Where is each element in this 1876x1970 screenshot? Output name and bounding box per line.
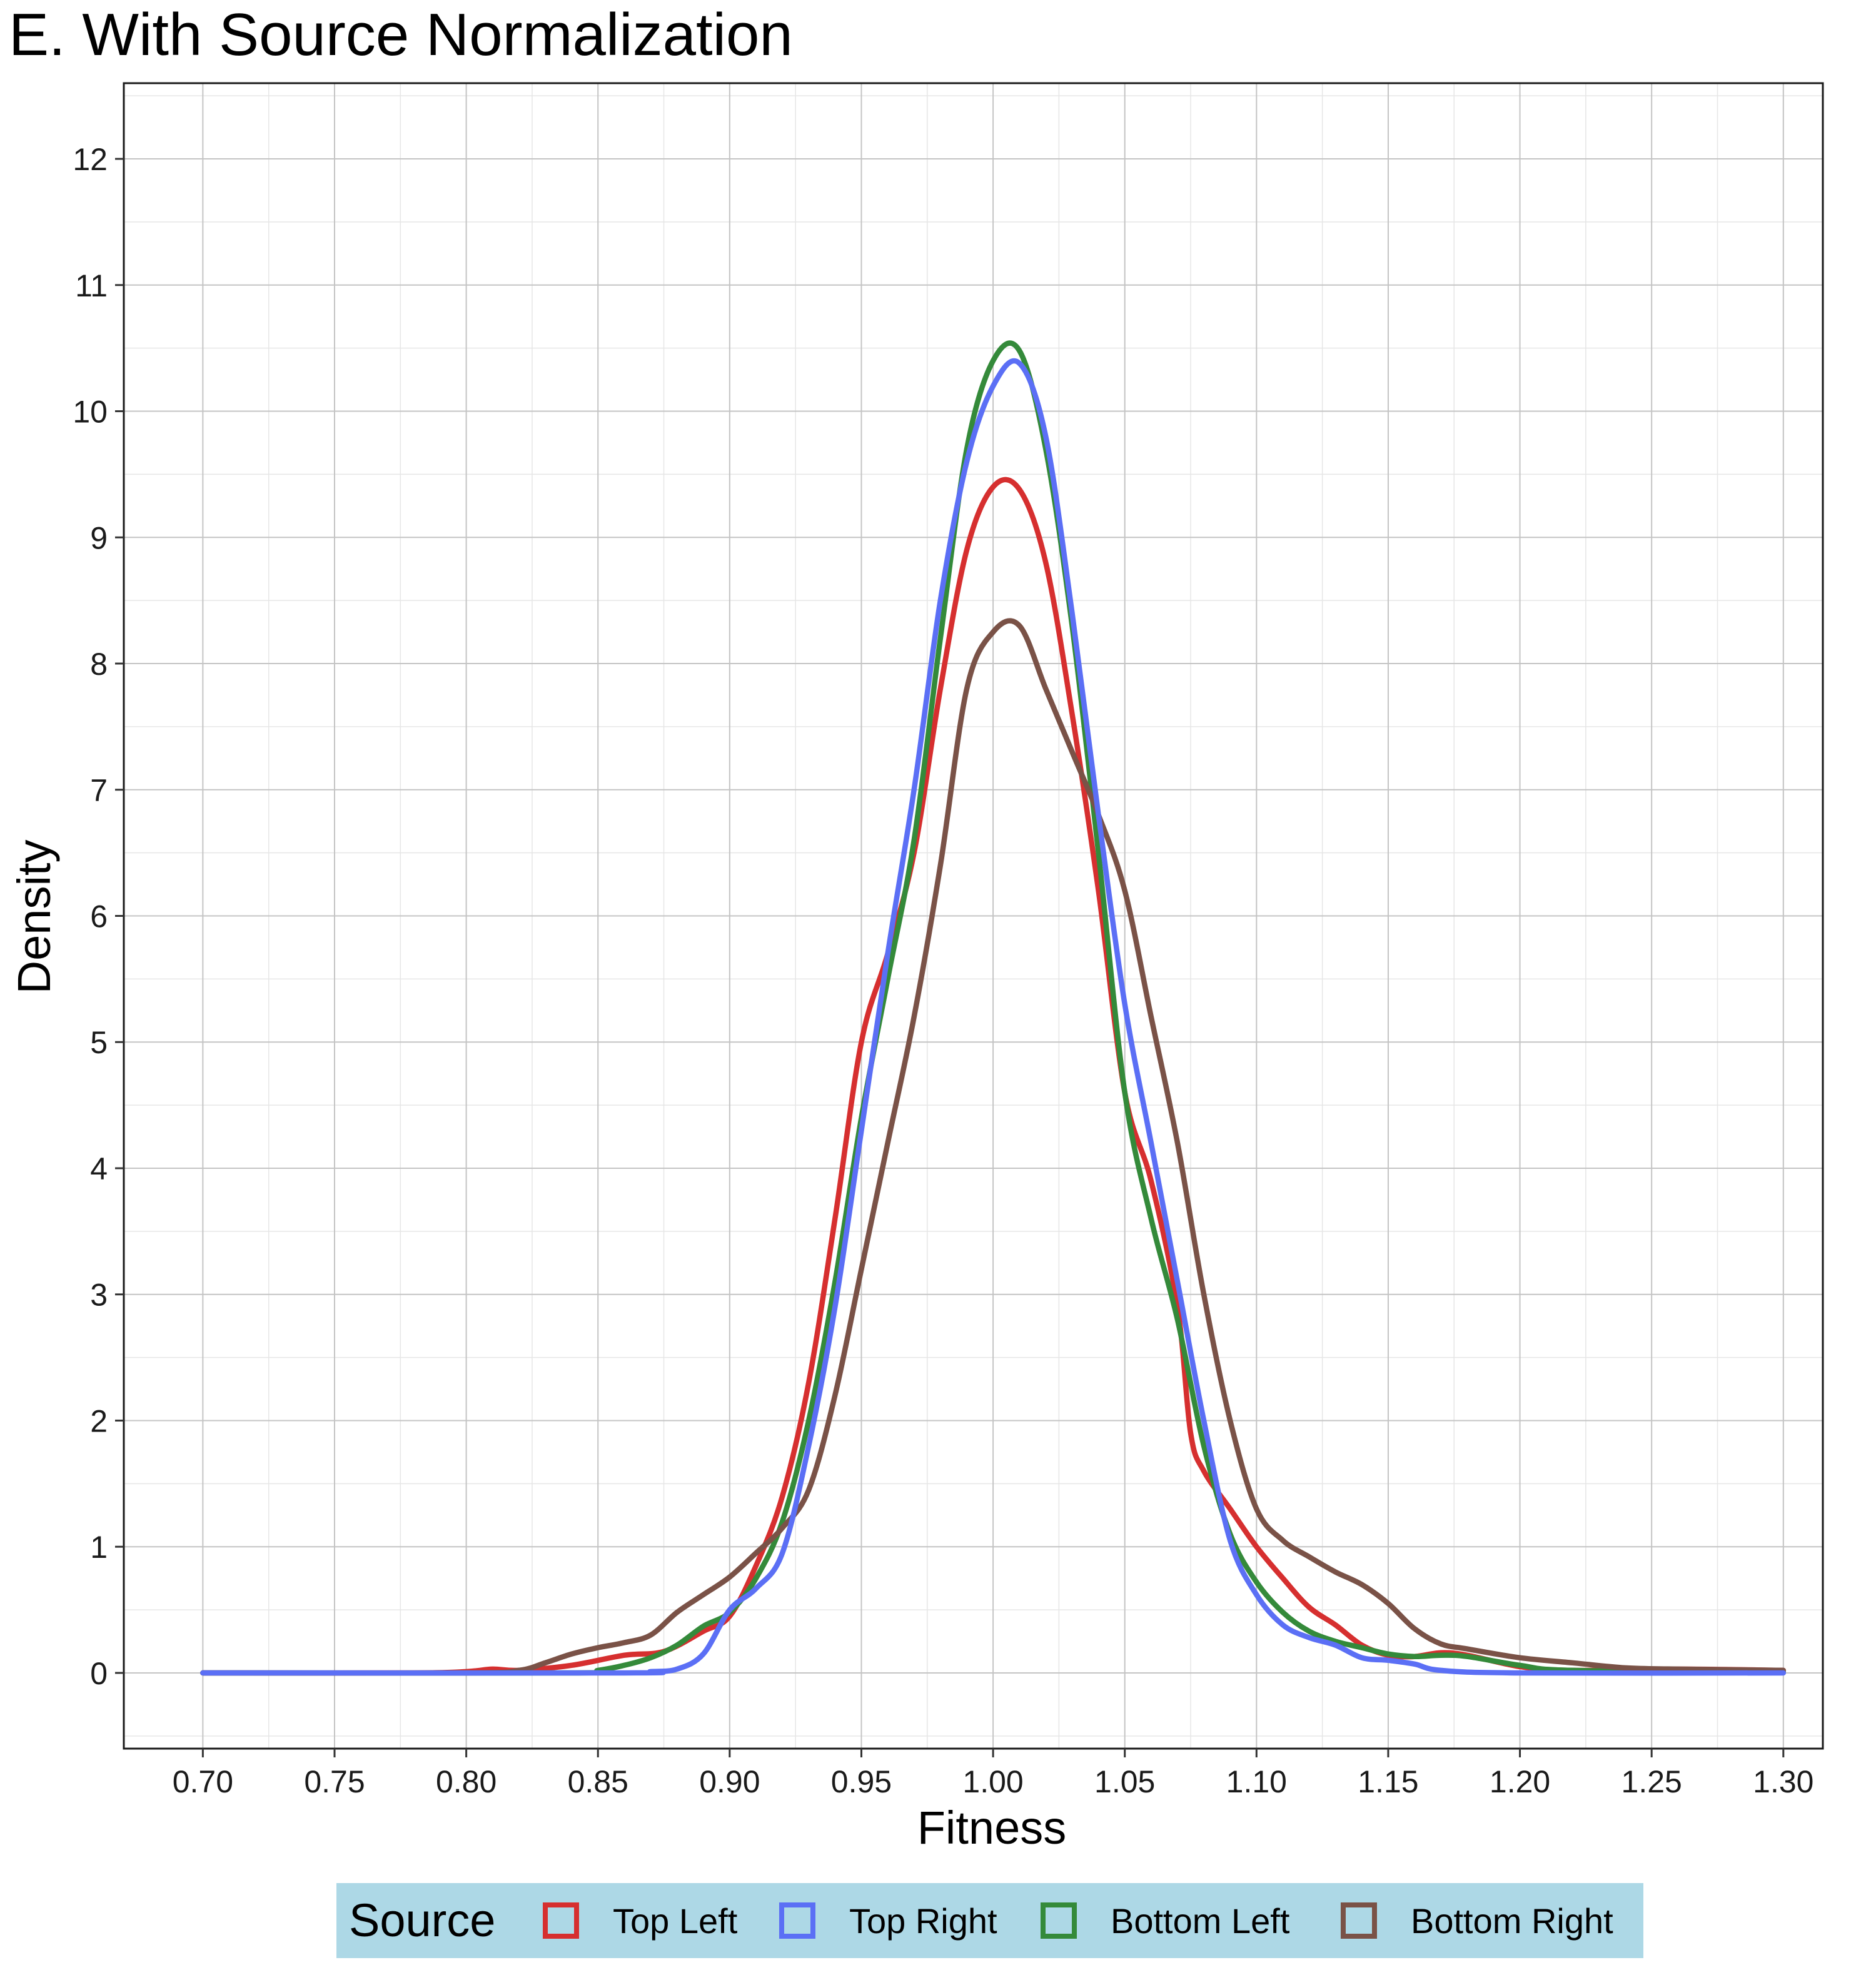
chart-title: E. With Source Normalization bbox=[9, 1, 793, 68]
y-tick-label: 10 bbox=[73, 395, 108, 430]
legend-label-bottom-right: Bottom Right bbox=[1411, 1901, 1613, 1941]
x-tick-label: 1.25 bbox=[1621, 1764, 1682, 1799]
y-tick-label: 4 bbox=[90, 1151, 108, 1186]
legend-label-top-right: Top Right bbox=[849, 1901, 997, 1941]
legend: Source Top Left Top Right Bottom Left Botto… bbox=[336, 1883, 1643, 1958]
grid bbox=[124, 83, 1823, 1749]
x-tick-label: 0.80 bbox=[436, 1764, 497, 1799]
series-line-top-right bbox=[200, 358, 1787, 1676]
legend-background bbox=[336, 1883, 1643, 1958]
legend-item-bottom-left: Bottom Left bbox=[1041, 1901, 1290, 1941]
y-tick-label: 3 bbox=[90, 1278, 108, 1313]
x-axis-label: Fitness bbox=[917, 1802, 1067, 1854]
legend-label-top-left: Top Left bbox=[613, 1901, 738, 1941]
y-tick-label: 7 bbox=[90, 773, 108, 808]
y-tick-label: 1 bbox=[90, 1530, 108, 1565]
legend-item-top-left: Top Left bbox=[543, 1901, 738, 1941]
legend-key-bottom-right bbox=[1341, 1902, 1377, 1939]
x-tick-label: 0.95 bbox=[831, 1764, 892, 1799]
density-curves bbox=[200, 340, 1787, 1676]
y-tick-label: 6 bbox=[90, 899, 108, 934]
x-tick-label: 0.85 bbox=[568, 1764, 628, 1799]
x-tick-label: 0.70 bbox=[173, 1764, 233, 1799]
legend-key-top-right bbox=[779, 1902, 815, 1939]
legend-key-top-left bbox=[543, 1902, 579, 1939]
legend-item-top-right: Top Right bbox=[779, 1901, 997, 1941]
x-tick-label: 1.30 bbox=[1753, 1764, 1813, 1799]
x-tick-label: 1.20 bbox=[1490, 1764, 1550, 1799]
y-tick-label: 5 bbox=[90, 1025, 108, 1060]
y-tick-label: 0 bbox=[90, 1656, 108, 1691]
y-tick-label: 9 bbox=[90, 520, 108, 555]
x-tick-label: 0.90 bbox=[699, 1764, 760, 1799]
legend-item-bottom-right: Bottom Right bbox=[1341, 1901, 1613, 1941]
axis-ticks: 0.70 0.75 0.80 0.85 0.90 0.95 1.00 1.05 1.10 1.15… bbox=[73, 142, 1813, 1799]
y-tick-label: 8 bbox=[90, 647, 108, 682]
y-axis-label: Density bbox=[8, 840, 60, 994]
x-tick-label: 1.15 bbox=[1358, 1764, 1418, 1799]
y-tick-label: 12 bbox=[73, 142, 108, 177]
legend-key-bottom-left bbox=[1041, 1902, 1077, 1939]
legend-title: Source bbox=[349, 1894, 495, 1946]
x-tick-label: 1.05 bbox=[1094, 1764, 1155, 1799]
x-tick-label: 1.10 bbox=[1226, 1764, 1287, 1799]
y-tick-label: 2 bbox=[90, 1403, 108, 1438]
series-line-bottom-right bbox=[200, 618, 1787, 1676]
y-tick-label: 11 bbox=[75, 268, 108, 303]
x-tick-label: 1.00 bbox=[962, 1764, 1023, 1799]
legend-label-bottom-left: Bottom Left bbox=[1111, 1901, 1290, 1941]
x-tick-label: 0.75 bbox=[304, 1764, 365, 1799]
